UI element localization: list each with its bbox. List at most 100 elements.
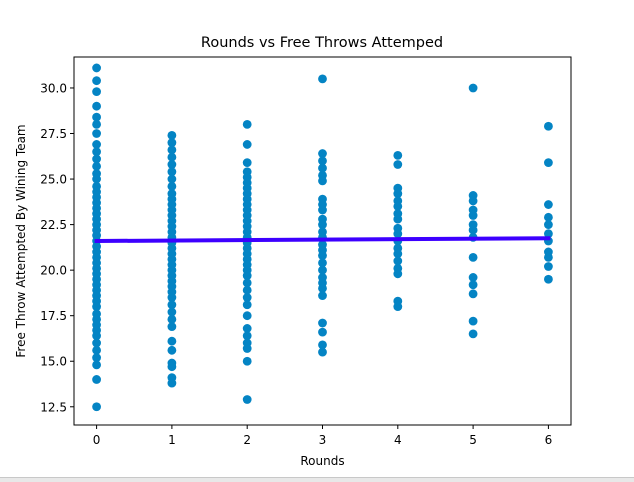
data-point <box>92 140 101 149</box>
data-point <box>393 229 403 239</box>
y-tick-label: 25.0 <box>40 173 67 187</box>
data-point <box>393 160 403 169</box>
data-point <box>393 249 403 259</box>
data-point <box>318 347 327 357</box>
data-point <box>242 324 252 333</box>
data-point <box>92 375 101 384</box>
data-point <box>544 200 553 209</box>
data-point <box>242 356 252 366</box>
data-point <box>92 147 101 157</box>
data-point <box>468 316 478 326</box>
data-point <box>242 285 252 295</box>
y-tick-label: 22.5 <box>40 218 67 232</box>
data-point <box>92 87 101 97</box>
data-point <box>468 83 478 93</box>
data-point <box>318 318 327 328</box>
regression-line <box>94 236 551 244</box>
data-point <box>242 344 252 353</box>
data-point <box>318 340 327 350</box>
data-point <box>393 256 403 266</box>
data-point <box>393 189 403 199</box>
data-point <box>167 293 177 302</box>
data-point <box>92 154 101 164</box>
data-point <box>92 63 101 73</box>
data-point <box>92 331 101 341</box>
data-point <box>318 327 327 337</box>
data-point <box>92 120 101 129</box>
x-tick-label: 4 <box>394 433 402 447</box>
data-point <box>92 338 101 348</box>
x-tick-label: 2 <box>243 433 251 447</box>
data-point <box>393 150 403 160</box>
x-axis-label: Rounds <box>300 454 344 468</box>
data-point <box>318 163 327 173</box>
data-point <box>92 345 101 355</box>
data-point <box>242 300 252 310</box>
data-point <box>318 149 327 158</box>
data-point <box>393 214 403 224</box>
y-tick-label: 17.5 <box>40 309 67 323</box>
data-point <box>92 129 101 138</box>
data-point <box>167 300 177 310</box>
fit-line-layer <box>94 236 551 244</box>
data-point <box>92 360 101 370</box>
data-point <box>393 302 403 311</box>
data-point <box>318 156 327 166</box>
x-tick-label: 3 <box>319 433 327 447</box>
data-point <box>242 278 252 288</box>
x-tick-label: 0 <box>93 433 101 447</box>
x-axis: 0 1 2 3 4 5 6 <box>93 425 552 447</box>
data-point <box>318 258 327 268</box>
data-point <box>167 307 177 317</box>
data-point <box>167 378 177 388</box>
x-tick-label: 1 <box>168 433 176 447</box>
data-point <box>92 353 101 362</box>
data-point <box>92 174 101 184</box>
data-point <box>318 220 327 230</box>
data-point <box>242 395 252 404</box>
data-point <box>167 145 177 155</box>
data-point <box>544 262 553 271</box>
data-point <box>468 253 478 262</box>
data-point <box>544 121 553 131</box>
data-point <box>167 322 177 332</box>
data-point <box>92 101 101 111</box>
data-point <box>167 314 177 324</box>
data-point <box>242 158 252 168</box>
y-tick-label: 27.5 <box>40 127 67 141</box>
data-point <box>544 212 553 222</box>
data-point <box>242 140 252 149</box>
data-point <box>544 253 553 262</box>
y-tick-label: 12.5 <box>40 400 67 414</box>
scatter-points <box>92 63 553 412</box>
data-point <box>167 138 177 148</box>
data-point <box>167 345 177 355</box>
y-axis: 12.5 15.0 17.5 20.0 22.5 25.0 27.5 30.0 <box>40 81 74 414</box>
data-point <box>468 273 478 282</box>
chart-title: Rounds vs Free Throws Attemped <box>201 35 443 51</box>
data-point <box>92 112 101 122</box>
data-point <box>544 158 553 168</box>
x-tick-label: 6 <box>545 433 553 447</box>
data-point <box>167 130 177 140</box>
data-point <box>92 161 101 171</box>
data-point <box>167 336 177 346</box>
data-point <box>468 211 478 220</box>
data-point <box>92 302 101 311</box>
data-point <box>92 76 101 86</box>
data-point <box>318 176 327 186</box>
data-point <box>318 291 327 301</box>
data-point <box>242 331 252 341</box>
data-point <box>468 225 478 235</box>
data-point <box>318 205 327 215</box>
data-point <box>468 329 478 339</box>
window-bottom-strip <box>0 477 634 482</box>
data-point <box>318 283 327 293</box>
data-point <box>468 280 478 290</box>
data-point <box>167 174 177 184</box>
data-point <box>167 160 177 169</box>
y-tick-label: 30.0 <box>40 81 67 95</box>
data-point <box>167 181 177 191</box>
data-point <box>544 274 553 284</box>
